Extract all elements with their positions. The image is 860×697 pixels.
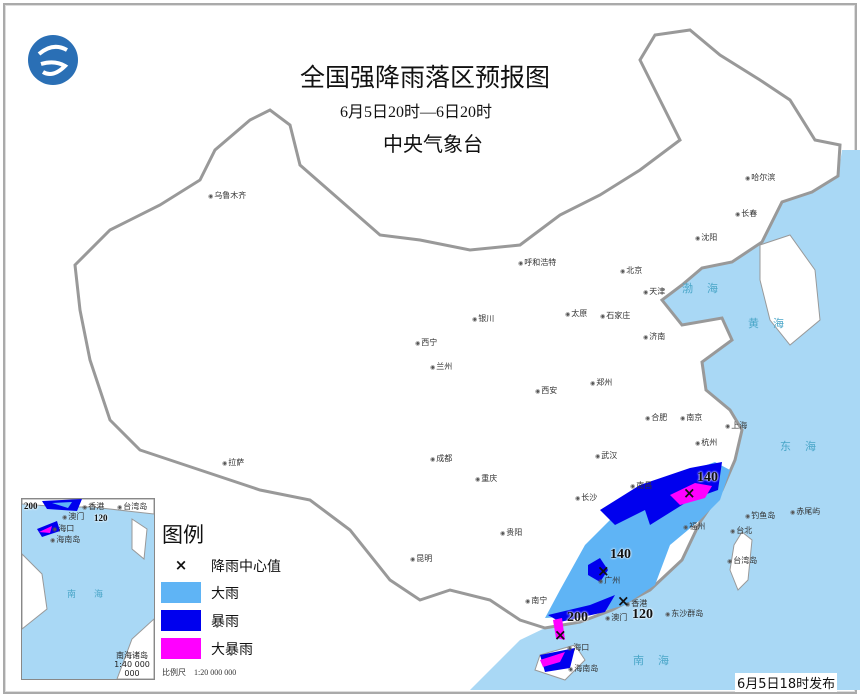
city-label: 兰州 (430, 361, 452, 372)
city-label: 重庆 (475, 473, 497, 484)
city-label: 南京 (680, 412, 702, 423)
inset-rain-value: 200 (24, 501, 38, 511)
city-label: 太原 (565, 308, 587, 319)
island-label: 东沙群岛 (665, 608, 703, 619)
city-label: 福州 (683, 521, 705, 532)
city-label: 成都 (430, 453, 452, 464)
rain-center-value: 140 (697, 470, 718, 485)
city-label: 石家庄 (600, 310, 630, 321)
city-label: 杭州 (695, 437, 717, 448)
china-border (73, 28, 842, 630)
south-china-sea-inset: 200 香港 台湾岛 澳门 120 海口 海南岛 南海 南海诸岛 1:40 00… (21, 498, 155, 680)
cross-icon: × (174, 556, 188, 574)
torrential-rain-area (670, 483, 712, 505)
city-label: 拉萨 (222, 457, 244, 468)
rain-center-marker: × (683, 484, 696, 502)
inset-label: 海南岛 (50, 534, 80, 545)
inset-scale: 1:40 000 000 (114, 660, 150, 678)
city-label: 昆明 (410, 553, 432, 564)
issue-time: 6月5日18时发布 (735, 673, 838, 692)
city-label: 长沙 (575, 492, 597, 503)
city-label: 呼和浩特 (518, 257, 556, 268)
city-label: 银川 (472, 313, 494, 324)
legend-swatch (161, 582, 201, 603)
inset-sea-label: 南海 (67, 590, 122, 600)
legend-title: 图例 (162, 523, 204, 547)
city-label: 北京 (620, 265, 642, 276)
cma-logo-icon (28, 35, 78, 85)
city-label: 长春 (735, 208, 757, 219)
inset-label: 海口 (52, 523, 74, 534)
island-label: 海南岛 (568, 663, 598, 674)
city-label: 南宁 (525, 595, 547, 606)
city-label: 南昌 (630, 480, 652, 491)
inset-label: 澳门 (62, 511, 84, 522)
legend-item-rainstorm: 暴雨 (161, 610, 239, 631)
city-label: 香港 (625, 598, 647, 609)
city-label: 乌鲁木齐 (208, 190, 246, 201)
city-label: 台北 (730, 525, 752, 536)
city-label: 济南 (643, 331, 665, 342)
inset-caption: 南海诸岛 1:40 000 000 (110, 651, 154, 678)
organization: 中央气象台 (383, 132, 483, 156)
rain-center-marker: × (617, 592, 630, 610)
legend-item-torrential-rain: 大暴雨 (161, 638, 253, 659)
korea-peninsula (759, 234, 821, 346)
city-label: 澳门 (605, 612, 627, 623)
city-label: 沈阳 (695, 232, 717, 243)
rainstorm-area (548, 595, 615, 622)
legend-item-heavy-rain: 大雨 (161, 582, 239, 603)
city-label: 西安 (535, 385, 557, 396)
legend-swatch (161, 638, 201, 659)
map-scale: 比例尺 1:20 000 000 (162, 668, 237, 677)
rain-center-marker: × (597, 562, 610, 580)
rain-center-value: 200 (567, 610, 588, 625)
island-label: 赤尾屿 (790, 506, 820, 517)
city-label: 郑州 (590, 377, 612, 388)
city-label: 合肥 (645, 412, 667, 423)
city-label: 哈尔滨 (745, 172, 775, 183)
city-label: 武汉 (595, 450, 617, 461)
city-label: 上海 (725, 420, 747, 431)
legend-label: 大雨 (211, 585, 239, 602)
sea-label: 东海 (780, 440, 830, 453)
inset-label: 台湾岛 (117, 501, 147, 512)
city-label: 天津 (643, 286, 665, 297)
forecast-period: 6月5日20时—6日20时 (340, 104, 493, 121)
inset-label: 香港 (82, 501, 104, 512)
legend-item-rain-center: × 降雨中心值 (161, 555, 281, 576)
inset-title: 南海诸岛 (116, 651, 148, 660)
legend-label: 降雨中心值 (211, 558, 281, 575)
legend-label: 大暴雨 (211, 641, 253, 658)
city-label: 贵阳 (500, 527, 522, 538)
rain-center-value: 140 (610, 547, 631, 562)
island-label: 台湾岛 (727, 555, 757, 566)
city-label: 西宁 (415, 337, 437, 348)
sea-label: 南海 (633, 654, 683, 667)
sea-label: 渤海 (682, 282, 732, 295)
city-label: 海口 (567, 642, 589, 653)
rain-center-value: 120 (632, 607, 653, 622)
legend-label: 暴雨 (211, 613, 239, 630)
torrential-rain-area (540, 652, 565, 667)
legend-swatch (161, 610, 201, 631)
city-label: 广州 (598, 575, 620, 586)
rain-center-marker: × (554, 626, 567, 644)
inset-rain-value: 120 (94, 513, 108, 523)
sea-label: 黄海 (748, 317, 798, 330)
rainstorm-area (600, 462, 722, 525)
island-label: 钓鱼岛 (745, 510, 775, 521)
map-title: 全国强降雨落区预报图 (300, 63, 551, 92)
torrential-rain-area (553, 618, 565, 640)
